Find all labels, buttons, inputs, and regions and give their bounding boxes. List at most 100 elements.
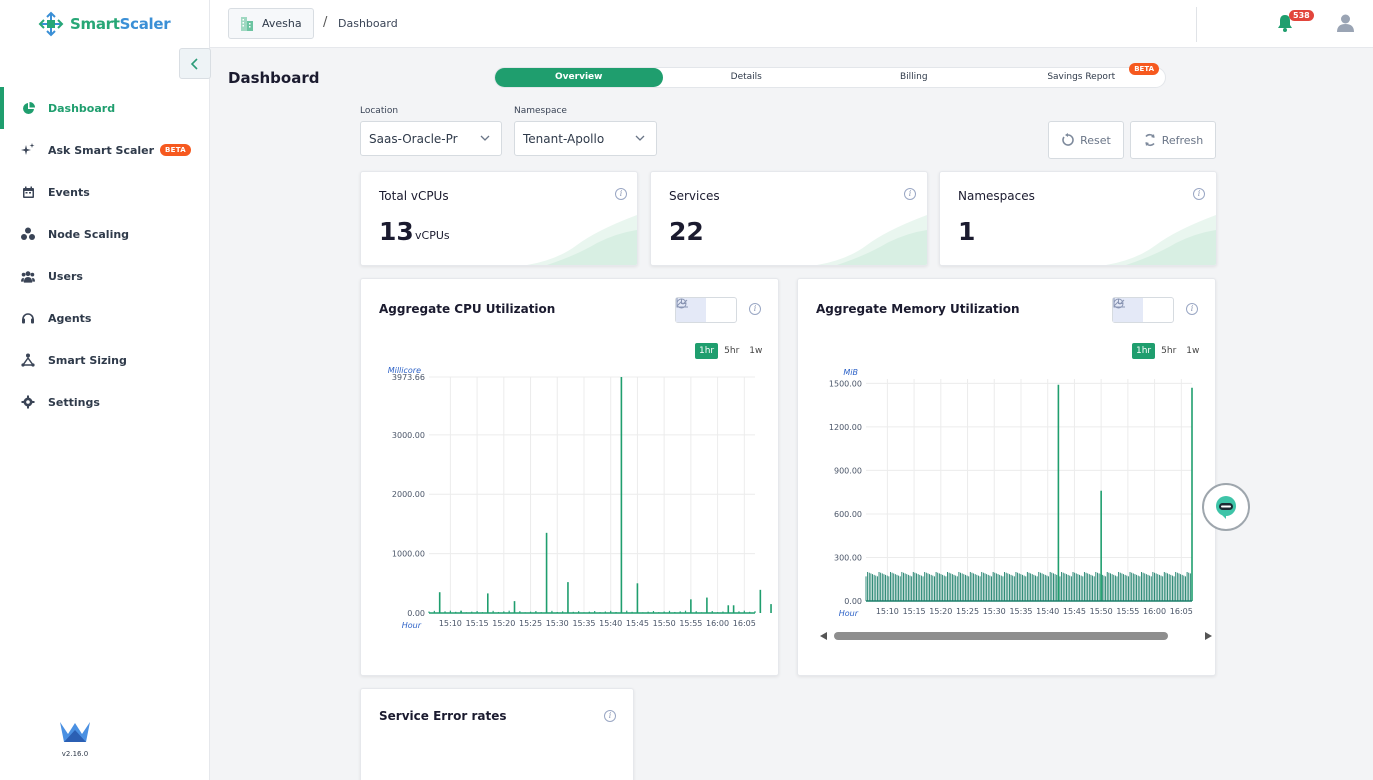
sidebar-item-users[interactable]: Users xyxy=(0,255,209,297)
x-tick-label: 15:35 xyxy=(572,619,595,628)
tab-savings-report[interactable]: Savings Report BETA xyxy=(998,63,1166,87)
cpu-chart: 15:10 15:15 15:20 15:25 15:30 15:35 15:40 15:45… xyxy=(388,366,772,630)
x-tick-label: 15:15 xyxy=(903,607,926,616)
range-1w[interactable]: 1w xyxy=(749,346,763,356)
range-5hr[interactable]: 5hr xyxy=(724,346,740,356)
refresh-button[interactable]: Refresh xyxy=(1130,121,1216,159)
x-tick-label: 15:30 xyxy=(983,607,1006,616)
reset-button[interactable]: Reset xyxy=(1048,121,1124,159)
version-label: v2.16.0 xyxy=(61,750,89,758)
y-tick-label: 3000.00 xyxy=(392,431,425,440)
topbar: Avesha / Dashboard 538 xyxy=(210,0,1373,48)
x-tick-label: 16:00 xyxy=(1143,607,1166,616)
x-tick-label: 15:30 xyxy=(546,619,569,628)
info-icon[interactable]: i xyxy=(604,710,616,722)
x-tick-label: 15:10 xyxy=(439,619,462,628)
pie-chart-icon xyxy=(676,298,687,309)
card-wave-decoration xyxy=(817,215,927,265)
tab-billing[interactable]: Billing xyxy=(899,72,928,82)
y-tick-label: 900.00 xyxy=(834,466,862,475)
y-tick-label: 1200.00 xyxy=(829,423,862,432)
scroll-right-arrow-icon xyxy=(1205,632,1212,640)
sidebar-item-ask-smart-scaler[interactable]: Ask Smart Scaler BETA xyxy=(0,129,209,171)
x-tick-label: 15:40 xyxy=(1036,607,1059,616)
x-tick-label: 15:45 xyxy=(626,619,649,628)
breadcrumb-page[interactable]: Dashboard xyxy=(338,17,398,30)
time-range-selector: 1hr 5hr 1w xyxy=(693,343,766,359)
sparkle-icon xyxy=(21,143,35,157)
x-tick-label: 15:50 xyxy=(653,619,676,628)
stat-value: 1 xyxy=(958,217,976,246)
refresh-icon xyxy=(1145,133,1155,147)
x-tick-label: 15:40 xyxy=(599,619,622,628)
sidebar-item-label: Users xyxy=(48,269,83,283)
x-tick-label: 16:05 xyxy=(1170,607,1193,616)
info-icon[interactable]: i xyxy=(749,303,761,315)
tab-details[interactable]: Details xyxy=(730,72,762,82)
pie-chart-view-button[interactable] xyxy=(676,298,736,322)
pie-chart-view-button[interactable] xyxy=(1113,298,1173,322)
chevron-down-icon xyxy=(635,135,645,141)
y-tick-label: 600.00 xyxy=(834,510,862,519)
location-value: Saas-Oracle-Pr xyxy=(369,131,458,146)
sidebar-item-label: Smart Sizing xyxy=(48,353,127,367)
version-block: v2.16.0 xyxy=(56,720,94,758)
sidebar-item-smart-sizing[interactable]: Smart Sizing xyxy=(0,339,209,381)
x-tick-label: 15:20 xyxy=(929,607,952,616)
sidebar-item-label: Settings xyxy=(48,395,100,409)
gear-icon xyxy=(21,395,35,409)
page-title: Dashboard xyxy=(228,69,320,87)
x-tick-label: 16:00 xyxy=(706,619,729,628)
service-error-rates-card: Service Error rates i xyxy=(360,688,634,780)
stat-card-namespaces: Namespaces i 1 xyxy=(939,171,1217,266)
collapse-sidebar-button[interactable] xyxy=(179,48,211,79)
nodes-icon xyxy=(21,227,35,241)
stat-card-total-vcpus: Total vCPUs i 13 vCPUs xyxy=(360,171,638,266)
tab-overview[interactable]: Overview xyxy=(495,68,663,87)
sidebar-item-settings[interactable]: Settings xyxy=(0,381,209,423)
smartscaler-logo[interactable]: SmartScaler xyxy=(38,11,171,37)
chart-title: Aggregate Memory Utilization xyxy=(816,302,1020,316)
topbar-divider xyxy=(1196,7,1197,42)
x-tick-label: 15:20 xyxy=(492,619,515,628)
bell-icon[interactable] xyxy=(1277,14,1293,32)
y-tick-label: 300.00 xyxy=(834,553,862,562)
sidebar-item-label: Events xyxy=(48,185,90,199)
y-tick-label: 0.00 xyxy=(407,609,425,618)
stat-unit: vCPUs xyxy=(415,229,450,242)
namespace-select[interactable]: Tenant-Apollo xyxy=(514,121,657,156)
memory-utilization-card: 15:10 15:15 15:20 15:25 15:30 15:35 15:40 15:45… xyxy=(797,278,1216,676)
info-icon[interactable]: i xyxy=(615,188,627,200)
info-icon[interactable]: i xyxy=(1186,303,1198,315)
user-avatar-icon[interactable] xyxy=(1337,14,1354,32)
stat-value: 13 xyxy=(379,217,414,246)
chart-title: Service Error rates xyxy=(379,709,507,723)
sidebar-item-dashboard[interactable]: Dashboard xyxy=(0,87,209,129)
range-1hr[interactable]: 1hr xyxy=(1132,343,1156,359)
chatbot-button[interactable] xyxy=(1202,483,1250,531)
location-select[interactable]: Saas-Oracle-Pr xyxy=(360,121,502,156)
info-icon[interactable]: i xyxy=(1193,188,1205,200)
robot-icon xyxy=(1216,496,1236,519)
sidebar: SmartScaler Dashboard Ask Smart Scaler B… xyxy=(0,0,211,780)
sidebar-item-events[interactable]: Events xyxy=(0,171,209,213)
logo-icon xyxy=(38,11,64,37)
range-5hr[interactable]: 5hr xyxy=(1161,346,1177,356)
chart-title: Aggregate CPU Utilization xyxy=(379,302,556,316)
sidebar-item-node-scaling[interactable]: Node Scaling xyxy=(0,213,209,255)
x-axis-label: Hour xyxy=(839,609,859,618)
x-tick-label: 15:25 xyxy=(519,619,542,628)
range-1w[interactable]: 1w xyxy=(1186,346,1200,356)
stat-title: Namespaces xyxy=(958,189,1035,203)
x-tick-label: 15:45 xyxy=(1063,607,1086,616)
tab-label: Savings Report xyxy=(1047,72,1116,82)
x-axis-label: Hour xyxy=(402,621,422,630)
org-name: Avesha xyxy=(262,17,302,30)
beta-badge: BETA xyxy=(160,144,192,156)
breadcrumb-separator: / xyxy=(323,15,328,30)
sidebar-item-agents[interactable]: Agents xyxy=(0,297,209,339)
location-label: Location xyxy=(360,106,399,116)
info-icon[interactable]: i xyxy=(904,188,916,200)
range-1hr[interactable]: 1hr xyxy=(695,343,719,359)
org-breadcrumb[interactable]: Avesha xyxy=(228,8,314,39)
